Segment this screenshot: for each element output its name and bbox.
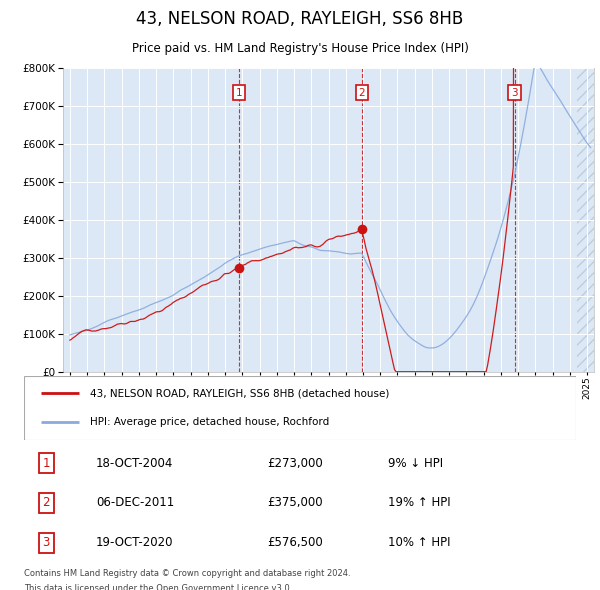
Text: 3: 3 [511,87,518,97]
Text: 2: 2 [358,87,365,97]
Text: This data is licensed under the Open Government Licence v3.0.: This data is licensed under the Open Gov… [24,584,292,590]
Text: 3: 3 [43,536,50,549]
Text: £576,500: £576,500 [267,536,323,549]
Text: 1: 1 [236,87,242,97]
Text: 19-OCT-2020: 19-OCT-2020 [96,536,173,549]
Text: 18-OCT-2004: 18-OCT-2004 [96,457,173,470]
Text: 9% ↓ HPI: 9% ↓ HPI [388,457,443,470]
Text: 10% ↑ HPI: 10% ↑ HPI [388,536,451,549]
Text: 2: 2 [43,496,50,510]
Text: 43, NELSON ROAD, RAYLEIGH, SS6 8HB (detached house): 43, NELSON ROAD, RAYLEIGH, SS6 8HB (deta… [90,388,389,398]
Text: 43, NELSON ROAD, RAYLEIGH, SS6 8HB: 43, NELSON ROAD, RAYLEIGH, SS6 8HB [136,10,464,28]
Text: HPI: Average price, detached house, Rochford: HPI: Average price, detached house, Roch… [90,417,329,427]
Text: 19% ↑ HPI: 19% ↑ HPI [388,496,451,510]
Text: £273,000: £273,000 [267,457,323,470]
Text: Price paid vs. HM Land Registry's House Price Index (HPI): Price paid vs. HM Land Registry's House … [131,42,469,55]
Text: 06-DEC-2011: 06-DEC-2011 [96,496,174,510]
FancyBboxPatch shape [24,376,576,440]
Text: 1: 1 [43,457,50,470]
Text: £375,000: £375,000 [267,496,323,510]
Text: Contains HM Land Registry data © Crown copyright and database right 2024.: Contains HM Land Registry data © Crown c… [24,569,350,578]
